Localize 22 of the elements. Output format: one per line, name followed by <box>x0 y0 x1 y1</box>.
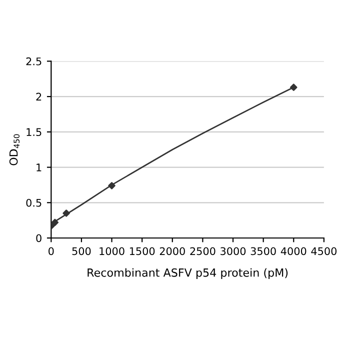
x-tick-label: 1500 <box>130 247 155 256</box>
x-tick-label: 4000 <box>280 247 306 256</box>
y-tick-label: 2.5 <box>26 57 42 66</box>
x-tick-label: 3000 <box>220 247 246 256</box>
x-tick-label: 4500 <box>311 247 337 256</box>
x-tick-label: 2000 <box>160 247 185 256</box>
y-tick-label: 0.5 <box>26 198 42 207</box>
y-tick-label: 0 <box>36 234 42 242</box>
point <box>51 218 59 226</box>
x-axis-title: Recombinant ASFV p54 protein (pM) <box>88 268 288 279</box>
x-tick-label: 0 <box>48 247 54 256</box>
x-tick-label: 3500 <box>250 247 276 256</box>
y-tick-label: 1 <box>36 164 42 172</box>
y-tick-label: 1.5 <box>26 128 42 136</box>
x-tick-label: 2500 <box>190 247 216 256</box>
point <box>62 210 70 217</box>
y-tick-label: 2 <box>36 92 42 101</box>
point <box>290 84 298 92</box>
point <box>108 182 116 190</box>
x-tick-label: 1000 <box>100 247 124 256</box>
y-axis-title: OD$_{450}$ <box>9 134 20 166</box>
x-tick-label: 500 <box>72 247 91 256</box>
